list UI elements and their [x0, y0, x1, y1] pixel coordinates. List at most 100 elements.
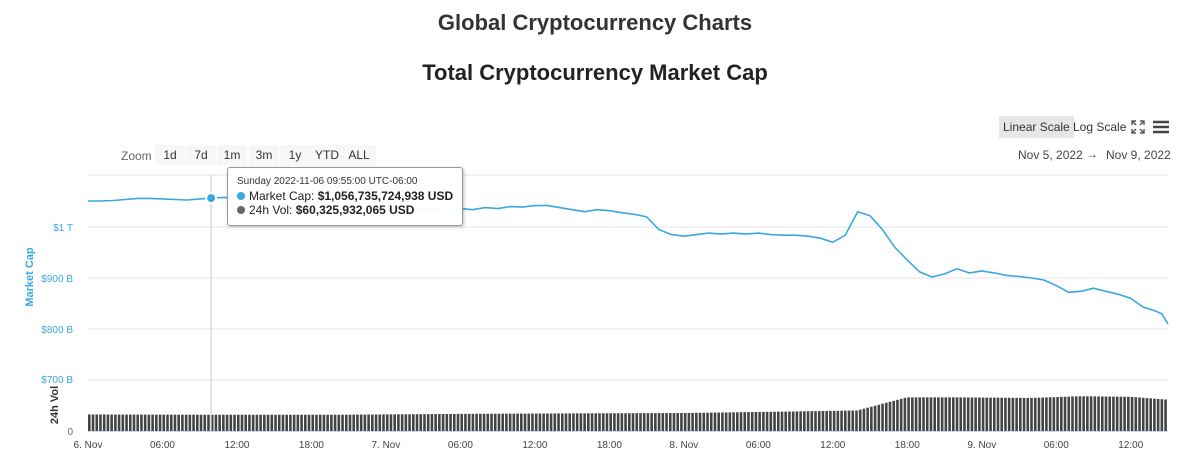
fullscreen-icon[interactable]: [1128, 117, 1148, 137]
volume-bar: [985, 397, 989, 431]
volume-bar: [415, 414, 419, 431]
volume-bar: [598, 413, 601, 431]
volume-bar: [337, 414, 341, 431]
volume-bar: [344, 414, 348, 431]
hamburger-menu-icon[interactable]: [1151, 117, 1171, 137]
volume-bar: [959, 397, 963, 431]
linear-scale-button[interactable]: Linear Scale: [999, 116, 1074, 138]
x-tick-label: 7. Nov: [371, 440, 400, 451]
volume-bar: [490, 413, 493, 431]
volume-bar: [1074, 396, 1078, 431]
volume-bar: [1097, 396, 1100, 431]
volume-bar: [479, 413, 482, 431]
zoom-7d-button[interactable]: 7d: [186, 145, 216, 165]
zoom-3m-button[interactable]: 3m: [249, 145, 279, 165]
volume-bar: [1063, 396, 1067, 431]
volume-bar: [896, 399, 899, 431]
volume-bar: [680, 413, 683, 431]
volume-bar: [240, 414, 244, 431]
volume-bar: [412, 414, 415, 431]
volume-bar: [884, 402, 888, 431]
volume-bar: [322, 414, 326, 431]
volume-bar: [568, 413, 572, 431]
zoom-ytd-button[interactable]: YTD: [309, 145, 345, 165]
volume-bar: [136, 414, 140, 431]
volume-bar: [464, 413, 467, 431]
volume-bar: [732, 412, 735, 431]
range-to-input[interactable]: Nov 9, 2022: [1106, 148, 1171, 162]
volume-bar: [1115, 396, 1119, 431]
volume-bar: [575, 413, 579, 431]
volume-bar: [233, 414, 236, 431]
volume-bar: [296, 414, 300, 431]
y2-tick-label: $700 B: [41, 375, 73, 386]
volume-bar: [780, 411, 784, 431]
volume-bar: [1100, 396, 1104, 431]
zoom-1m-button[interactable]: 1m: [217, 145, 247, 165]
volume-bar: [281, 414, 285, 431]
volume-bar: [981, 397, 985, 431]
volume-bar: [508, 413, 512, 431]
volume-bar: [143, 414, 147, 431]
volume-bar: [117, 414, 121, 431]
volume-bar: [628, 413, 631, 431]
volume-bar: [687, 412, 691, 431]
volume-bar: [978, 397, 981, 431]
volume-bar: [724, 412, 728, 431]
volume-bar: [348, 414, 352, 431]
volume-bar: [106, 414, 110, 431]
volume-bar: [356, 414, 359, 431]
volume-bar: [292, 414, 296, 431]
y2-axis-title: 24h Vol: [49, 386, 61, 424]
volume-bar: [1082, 396, 1085, 431]
volume-bar: [1067, 396, 1071, 431]
axis-labels: $800 B $900 B $1 T 0 $700 B 6. Nov 06:00 12:00 1…: [41, 223, 1143, 451]
volume-bar: [114, 414, 117, 431]
volume-bar: [173, 414, 177, 431]
volume-bar: [1164, 399, 1167, 431]
chart-title: Total Cryptocurrency Market Cap: [422, 60, 768, 85]
volume-bar: [255, 414, 259, 431]
volume-bar: [520, 413, 523, 431]
volume-bar: [695, 412, 698, 431]
volume-bar: [903, 397, 907, 431]
volume-bar: [873, 405, 877, 431]
zoom-1d-button[interactable]: 1d: [155, 145, 185, 165]
volume-bar: [952, 397, 955, 431]
volume-bar: [713, 412, 717, 431]
volume-bar: [1093, 396, 1097, 431]
range-from-input[interactable]: Nov 5, 2022: [1018, 148, 1083, 162]
volume-bar: [750, 412, 754, 431]
volume-bar: [199, 414, 203, 431]
volume-bar: [1089, 396, 1093, 431]
zoom-all-button[interactable]: ALL: [342, 145, 376, 165]
volume-bar: [192, 414, 195, 431]
volume-bar: [810, 411, 814, 431]
volume-bar: [963, 397, 966, 431]
volume-bar: [691, 412, 694, 431]
volume-bar: [747, 412, 750, 431]
volume-bar: [996, 397, 1000, 431]
volume-bar: [125, 414, 128, 431]
highlight-point[interactable]: [205, 192, 218, 205]
log-scale-button[interactable]: Log Scale: [1073, 120, 1127, 134]
volume-bar: [1015, 397, 1018, 431]
volume-bar: [486, 413, 490, 431]
volume-bar: [605, 413, 609, 431]
volume-bar: [218, 414, 221, 431]
volume-bar: [423, 414, 426, 431]
volume-bar: [1119, 396, 1123, 431]
volume-bar: [676, 413, 680, 431]
zoom-1y-button[interactable]: 1y: [280, 145, 310, 165]
volume-bar: [862, 408, 866, 431]
volume-bar: [788, 411, 791, 431]
volume-bar: [214, 414, 218, 431]
volume-bar: [318, 414, 322, 431]
volume-bar: [523, 413, 527, 431]
volume-bar: [616, 413, 620, 431]
volume-bar: [821, 411, 825, 431]
volume-bar: [147, 414, 151, 431]
volume-bar: [449, 413, 452, 431]
volume-bar: [341, 414, 344, 431]
